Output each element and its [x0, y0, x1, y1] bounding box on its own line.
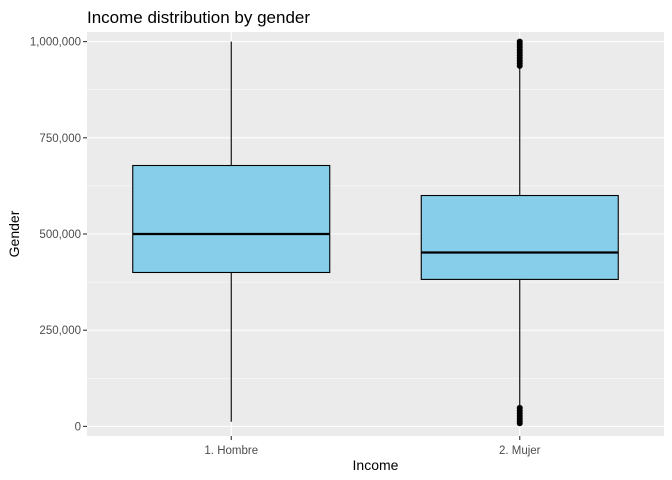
x-tick-label: 2. Mujer [499, 445, 541, 457]
x-axis-title: Income [353, 457, 399, 473]
y-axis: 0 250,000 500,000 750,000 1,000,000 [30, 37, 87, 433]
y-tick-label: 500,000 [39, 229, 81, 241]
y-tick-label: 750,000 [39, 133, 81, 145]
box-iqr [420, 194, 619, 280]
y-axis-title: Gender [6, 210, 22, 257]
y-tick-label: 0 [75, 421, 81, 433]
box-iqr [132, 164, 331, 274]
chart-title: Income distribution by gender [87, 8, 310, 27]
x-axis: 1. Hombre 2. Mujer [204, 436, 541, 457]
box-2 [420, 38, 619, 427]
box-1 [132, 41, 331, 422]
y-tick-label: 250,000 [39, 325, 81, 337]
x-tick-label: 1. Hombre [204, 445, 258, 457]
box-series [132, 38, 619, 427]
outlier-point [516, 404, 523, 411]
y-tick-label: 1,000,000 [30, 37, 81, 49]
outlier-point [516, 38, 523, 45]
